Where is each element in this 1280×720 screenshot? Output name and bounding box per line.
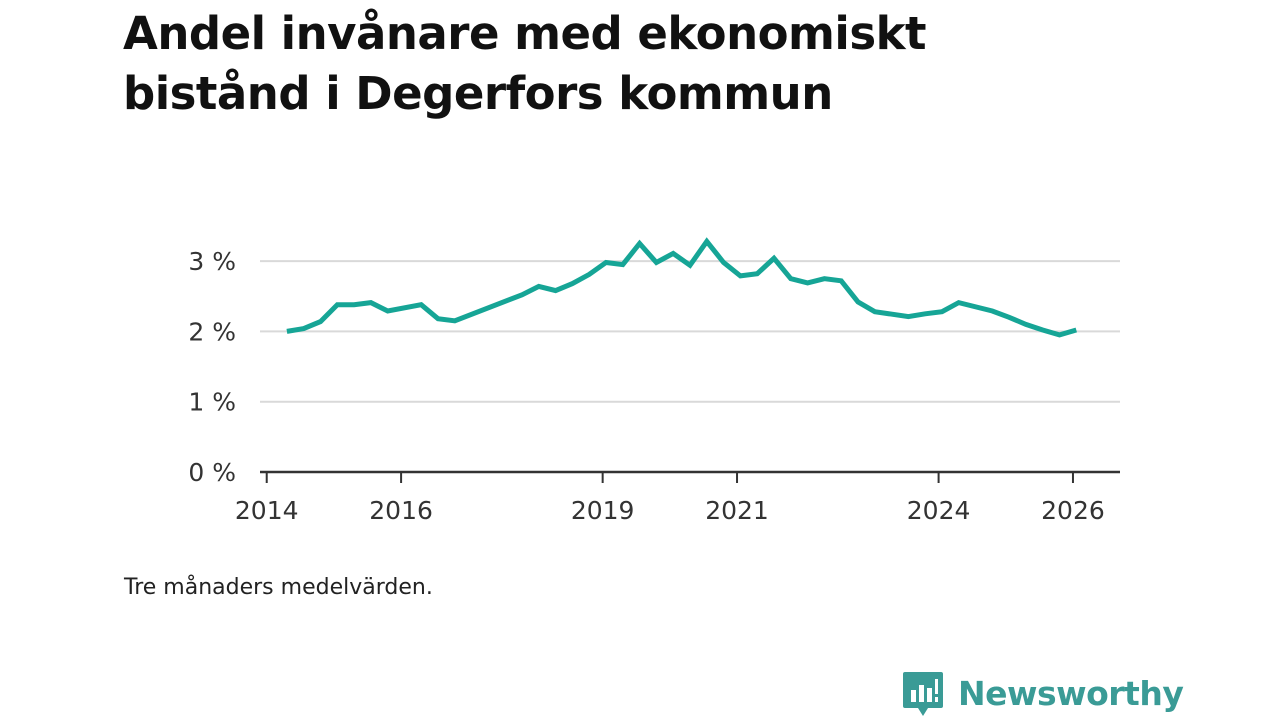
brand-name: Newsworthy <box>958 674 1184 713</box>
chart-title: Andel invånare med ekonomiskt bistånd i … <box>123 7 927 120</box>
y-tick-label: 3 % <box>188 247 236 276</box>
y-axis-labels: 0 % 1 % 2 % 3 % <box>188 247 236 487</box>
chart-note: Tre månaders medelvärden. <box>124 575 433 600</box>
gridlines <box>260 260 1120 403</box>
x-tick-label: 2021 <box>705 496 769 525</box>
y-tick-label: 0 % <box>188 458 236 487</box>
newsworthy-logo-icon <box>903 672 943 716</box>
x-axis: 2014 2016 2019 2021 2024 2026 <box>235 470 1120 525</box>
x-tick-label: 2019 <box>571 496 635 525</box>
y-tick-label: 2 % <box>188 317 236 346</box>
newsworthy-logo[interactable]: Newsworthy <box>902 670 1184 718</box>
x-tick-label: 2026 <box>1041 496 1105 525</box>
x-tick-label: 2014 <box>235 496 299 525</box>
x-tick-label: 2024 <box>907 496 971 525</box>
y-tick-label: 1 % <box>188 388 236 417</box>
series-layer <box>286 237 1078 338</box>
x-tick-label: 2016 <box>369 496 433 525</box>
series-line <box>286 237 1078 338</box>
